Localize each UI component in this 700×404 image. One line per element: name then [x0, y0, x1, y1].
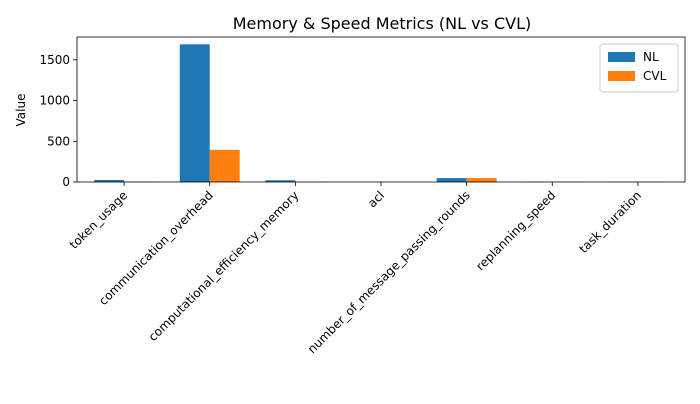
legend: NL CVL: [600, 44, 678, 92]
plot-frame: [77, 37, 685, 182]
y-tick-label: 0: [62, 175, 70, 189]
x-tick-label: token_usage: [67, 188, 130, 251]
chart-title: Memory & Speed Metrics (NL vs CVL): [233, 14, 532, 33]
y-axis-label: Value: [14, 94, 28, 127]
legend-label-cvl: CVL: [643, 69, 667, 83]
bar-nl-number_of_message_passing_rounds: [437, 178, 467, 182]
y-tick-label: 1000: [39, 94, 70, 108]
legend-label-nl: NL: [643, 50, 659, 64]
y-tick-label: 1500: [39, 53, 70, 67]
x-tick-label: replanning_speed: [473, 188, 558, 273]
bar-cvl-communication_overhead: [210, 150, 240, 182]
legend-swatch-nl: [608, 52, 635, 62]
legend-swatch-cvl: [608, 71, 635, 81]
x-tick-label: task_duration: [576, 188, 644, 256]
x-tick-label: acl: [365, 188, 387, 210]
legend-box: [600, 44, 678, 92]
bar-nl-communication_overhead: [180, 44, 210, 182]
y-tick-label: 500: [47, 134, 70, 148]
x-tick-label: number_of_message_passing_rounds: [305, 188, 473, 356]
x-tick-label: computational_efficiency_memory: [146, 188, 302, 344]
bar-cvl-number_of_message_passing_rounds: [467, 178, 497, 182]
